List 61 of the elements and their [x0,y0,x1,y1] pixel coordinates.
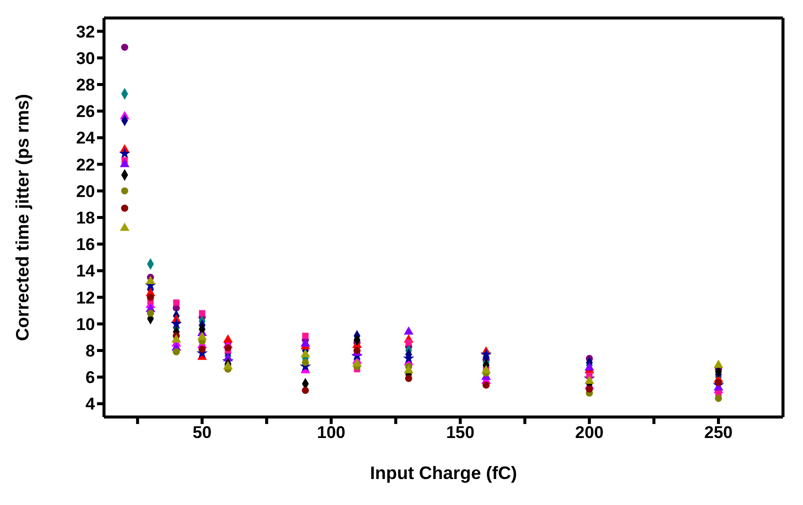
y-tick-label: 32 [76,22,95,42]
point [584,376,594,384]
point [481,364,491,374]
x-tick-label: 150 [446,423,474,442]
point [146,310,154,317]
y-tick-label: 8 [86,342,95,361]
point [482,382,490,389]
y-tick-label: 14 [76,262,96,281]
point [146,294,154,301]
point [198,346,206,353]
point [714,378,722,386]
point [121,44,128,51]
y-tick-label: 16 [76,235,95,254]
y-tick-label: 10 [76,314,95,334]
x-tick-label: 50 [192,423,212,442]
y-tick-label: 4 [86,394,96,414]
point [586,386,593,393]
y-tick-label: 12 [76,288,95,308]
point [302,386,309,394]
y-tick-label: 30 [76,48,95,68]
point [223,360,233,370]
point [223,334,233,343]
point [584,362,594,371]
point [146,276,156,284]
point [300,348,310,358]
point [120,222,130,231]
point [121,204,128,212]
point [173,299,180,306]
point [404,364,414,374]
y-axis-title: Corrected time jitter (ps rms) [12,94,32,342]
y-tick-label: 18 [76,208,95,228]
point [714,360,724,368]
point [197,332,207,340]
point [172,348,180,356]
y-tick-label: 26 [76,102,95,122]
point [402,352,414,364]
point [170,318,182,329]
y-tick-label: 22 [76,155,95,174]
x-tick-label: 200 [575,423,604,442]
point [404,326,414,335]
x-axis-title: Input Charge (fC) [370,463,517,483]
x-tick-label: 100 [317,423,346,442]
point [352,358,362,367]
point [714,394,722,402]
point [198,310,206,316]
point [300,338,310,347]
y-tick-label: 24 [76,128,96,148]
point [120,158,130,168]
y-tick-label: 28 [76,76,95,95]
point [118,148,130,158]
point [405,339,412,346]
x-tick-label: 250 [704,423,733,442]
point [405,374,412,382]
point [302,358,309,366]
y-tick-label: 20 [76,182,95,201]
point [171,334,182,343]
point [302,332,309,340]
point [224,344,232,352]
y-tick-label: 6 [86,368,95,388]
point [480,348,492,360]
point [121,187,128,194]
